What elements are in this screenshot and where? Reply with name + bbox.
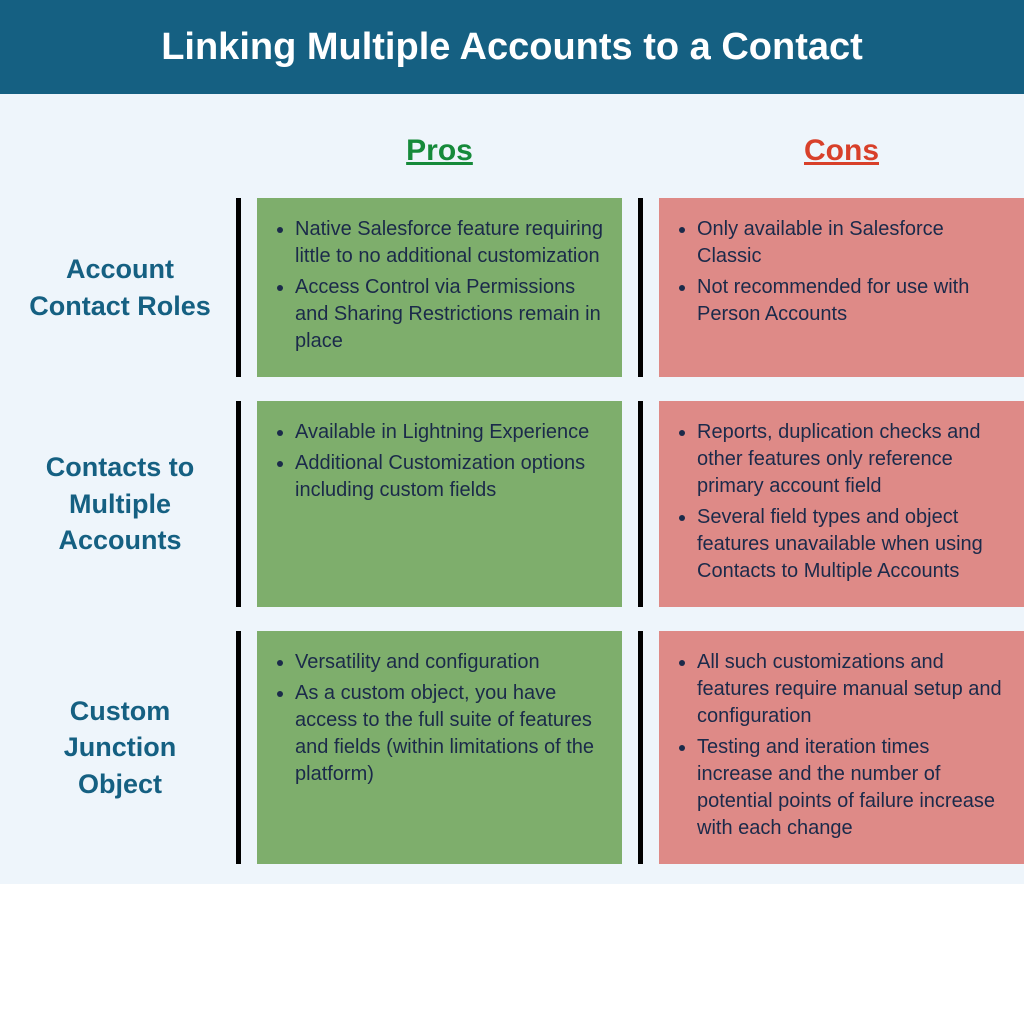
title-bar: Linking Multiple Accounts to a Contact — [0, 0, 1024, 94]
pros-cell: Available in Lightning Experience Additio… — [257, 401, 622, 607]
pros-column-header: Pros — [257, 134, 622, 174]
comparison-grid: Pros Cons Account Contact RolesNative Sa… — [20, 134, 1004, 864]
vertical-rule — [236, 198, 241, 377]
cons-item: Testing and iteration times increase and… — [697, 734, 1008, 842]
vertical-rule — [236, 631, 241, 864]
row-label: Contacts to Multiple Accounts — [20, 401, 220, 607]
cons-cell: Only available in Salesforce ClassicNot … — [659, 198, 1024, 377]
cons-item: Reports, duplication checks and other fe… — [697, 419, 1008, 500]
pros-item: Access Control via Permissions and Shari… — [295, 274, 606, 355]
cons-item: All such customizations and features req… — [697, 649, 1008, 730]
pros-item: As a custom object, you have access to t… — [295, 680, 606, 788]
row-label: Custom Junction Object — [20, 631, 220, 864]
vertical-rule — [236, 401, 241, 607]
comparison-body: Pros Cons Account Contact Roles Native Sa… — [0, 94, 1024, 884]
row-label: Account Contact Roles — [20, 198, 220, 377]
cons-column-header: Cons — [659, 134, 1024, 174]
pros-item: Available in Lightning Experience — [295, 419, 606, 446]
pros-item: Additional Customization options includi… — [295, 450, 606, 504]
cons-item: Only available in Salesforce Classic — [697, 216, 1008, 270]
page: Linking Multiple Accounts to a Contact P… — [0, 0, 1024, 1024]
pros-cell: Native Salesforce feature requiring litt… — [257, 198, 622, 377]
header-spacer — [20, 134, 220, 174]
vertical-rule — [638, 401, 643, 607]
vertical-rule — [638, 198, 643, 377]
vertical-rule — [638, 631, 643, 864]
pros-item: Versatility and configuration — [295, 649, 606, 676]
cons-item: Several field types and object features … — [697, 504, 1008, 585]
page-title: Linking Multiple Accounts to a Contact — [161, 26, 863, 69]
cons-cell: All such customizations and features req… — [659, 631, 1024, 864]
pros-item: Native Salesforce feature requiring litt… — [295, 216, 606, 270]
pros-cell: Versatility and configuration As a custom… — [257, 631, 622, 864]
cons-cell: Reports, duplication checks and other fe… — [659, 401, 1024, 607]
cons-item: Not recommended for use with Person Acco… — [697, 274, 1008, 328]
